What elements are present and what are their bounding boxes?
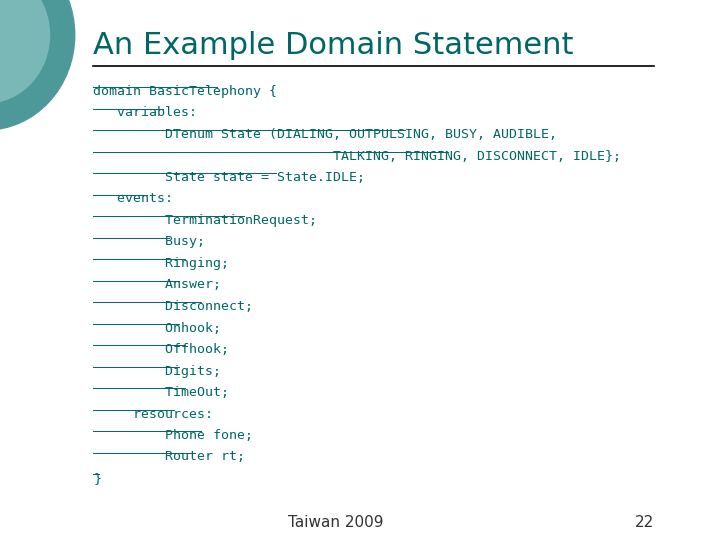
Text: Onhook;: Onhook; xyxy=(94,321,222,334)
Text: resources:: resources: xyxy=(94,408,213,421)
Text: TALKING, RINGING, DISCONNECT, IDLE};: TALKING, RINGING, DISCONNECT, IDLE}; xyxy=(94,150,621,163)
Text: DTenum State (DIALING, OUTPULSING, BUSY, AUDIBLE,: DTenum State (DIALING, OUTPULSING, BUSY,… xyxy=(94,128,557,141)
Text: State state = State.IDLE;: State state = State.IDLE; xyxy=(94,171,366,184)
Text: 22: 22 xyxy=(634,515,654,530)
Text: events:: events: xyxy=(94,192,174,206)
Text: TimeOut;: TimeOut; xyxy=(94,386,230,399)
Text: Router rt;: Router rt; xyxy=(94,450,246,463)
Text: Disconnect;: Disconnect; xyxy=(94,300,253,313)
Text: Taiwan 2009: Taiwan 2009 xyxy=(289,515,384,530)
Text: Busy;: Busy; xyxy=(94,235,205,248)
Text: An Example Domain Statement: An Example Domain Statement xyxy=(94,30,574,59)
Circle shape xyxy=(0,0,50,103)
Circle shape xyxy=(0,0,75,130)
Text: Phone fone;: Phone fone; xyxy=(94,429,253,442)
Text: Offhook;: Offhook; xyxy=(94,343,230,356)
Text: TerminationRequest;: TerminationRequest; xyxy=(94,214,318,227)
Text: }: } xyxy=(94,472,102,485)
Text: variables:: variables: xyxy=(94,106,197,119)
Text: domain BasicTelephony {: domain BasicTelephony { xyxy=(94,85,277,98)
Text: Ringing;: Ringing; xyxy=(94,257,230,270)
Text: Digits;: Digits; xyxy=(94,364,222,377)
Text: Answer;: Answer; xyxy=(94,279,222,292)
